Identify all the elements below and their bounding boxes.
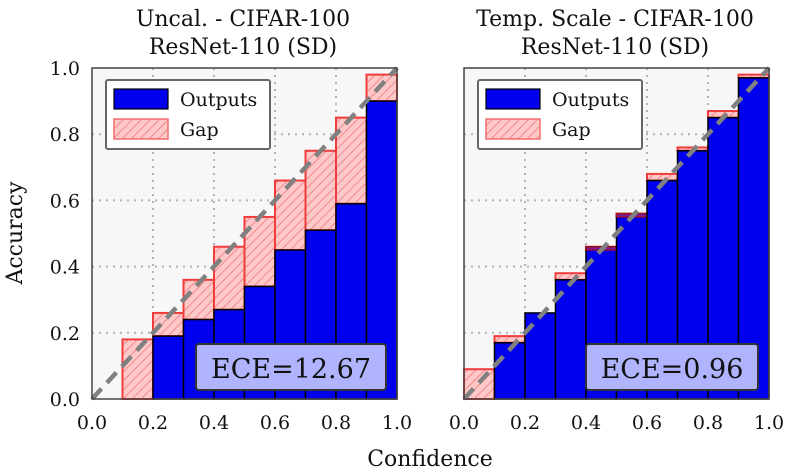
x-tick-label: 0.4	[199, 412, 229, 434]
perfect-calibration-line	[90, 66, 399, 401]
ece-value: ECE=0.96	[601, 354, 744, 385]
legend: Outputs Gap	[477, 79, 643, 150]
perfect-calibration-line	[462, 66, 771, 401]
x-tick-labels: 0.0 0.2 0.4 0.6 0.8 1.0	[449, 412, 784, 434]
x-tick-labels: 0.0 0.2 0.4 0.6 0.8 1.0	[77, 412, 412, 434]
x-tick-label: 0.8	[693, 412, 723, 434]
ece-annotation: ECE=12.67	[195, 343, 387, 391]
legend-gap-label: Gap	[180, 119, 219, 141]
gap-bar	[493, 335, 526, 344]
x-tick-label: 0.2	[138, 412, 168, 434]
x-tick-label: 0.8	[321, 412, 351, 434]
legend-gap-swatch	[485, 118, 541, 140]
ece-value: ECE=12.67	[211, 354, 371, 385]
x-tick-label: 1.0	[754, 412, 784, 434]
legend-outputs-swatch	[113, 88, 169, 110]
gap-bar	[646, 172, 679, 182]
legend: Outputs Gap	[105, 79, 271, 150]
x-tick-label: 0.6	[632, 412, 662, 434]
legend-outputs-label: Outputs	[180, 89, 257, 111]
temperature-scaled-chart: Temp. Scale - CIFAR-100 ResNet-110 (SD) …	[449, 7, 784, 434]
y-tick-label: 0.8	[50, 124, 80, 146]
y-tick-label: 0.0	[50, 389, 80, 411]
ece-box	[585, 343, 759, 391]
legend-gap-swatch	[113, 118, 169, 140]
plot-frame	[91, 67, 398, 400]
output-bar	[152, 335, 185, 400]
x-tick-label: 0.6	[260, 412, 290, 434]
uncalibrated-chart: Uncal. - CIFAR-100 ResNet-110 (SD) 0.0 0.…	[50, 7, 412, 434]
chart-title-line1: Uncal. - CIFAR-100	[136, 7, 350, 32]
gap-bar	[274, 179, 307, 252]
chart-title-line1: Temp. Scale - CIFAR-100	[476, 7, 754, 32]
y-tick-label: 0.4	[50, 257, 80, 279]
legend-gap-label: Gap	[552, 119, 591, 141]
y-tick-label: 0.6	[50, 190, 80, 212]
y-axis-label: Accuracy	[3, 181, 28, 286]
legend-outputs-label: Outputs	[552, 89, 629, 111]
chart-title-line2: ResNet-110 (SD)	[149, 35, 337, 60]
x-tick-label: 0.4	[571, 412, 601, 434]
y-tick-label: 0.2	[50, 323, 80, 345]
gap-bar	[554, 272, 587, 281]
ece-annotation: ECE=0.96	[585, 343, 759, 391]
gap-bar	[213, 245, 246, 311]
x-axis-label: Confidence	[367, 447, 493, 472]
plot-frame	[463, 67, 770, 400]
x-tick-label: 0.0	[77, 412, 107, 434]
x-tick-label: 0.0	[449, 412, 479, 434]
x-tick-label: 0.2	[510, 412, 540, 434]
legend-outputs-swatch	[485, 88, 541, 110]
y-tick-labels: 0.0 0.2 0.4 0.6 0.8 1.0	[50, 58, 80, 411]
chart-title-line2: ResNet-110 (SD)	[521, 35, 709, 60]
output-bar	[493, 341, 526, 400]
ece-box	[195, 343, 387, 391]
y-tick-label: 1.0	[50, 58, 80, 80]
x-tick-label: 1.0	[382, 412, 412, 434]
